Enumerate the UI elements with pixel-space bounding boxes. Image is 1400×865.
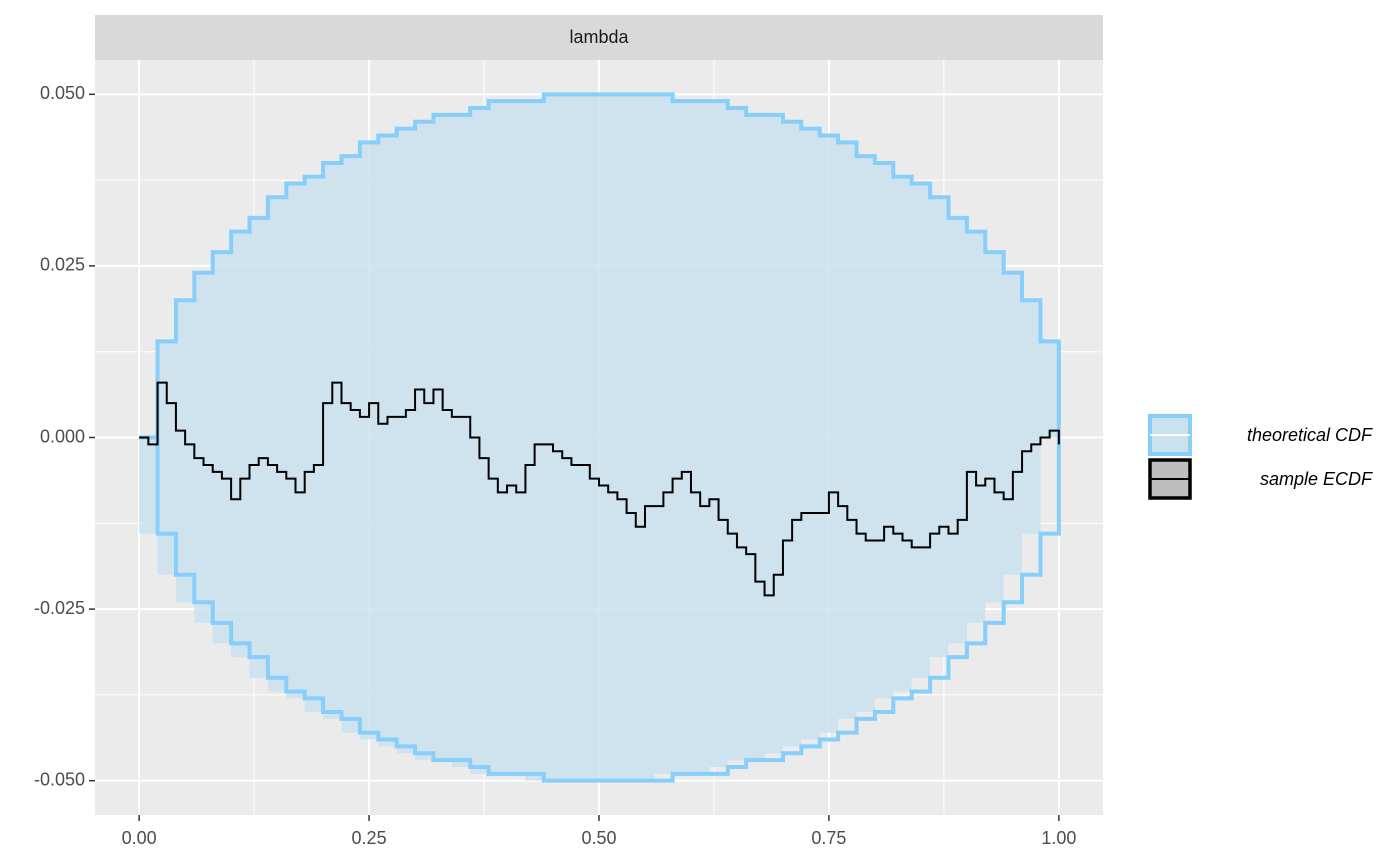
legend-label: theoretical CDF xyxy=(1247,425,1373,445)
y-tick-label: 0.000 xyxy=(40,426,85,446)
legend-label: sample ECDF xyxy=(1260,469,1373,489)
band-upper xyxy=(139,92,1061,440)
facet-label: lambda xyxy=(569,27,629,47)
x-tick-label: 1.00 xyxy=(1041,828,1076,848)
y-tick-label: -0.050 xyxy=(34,769,85,789)
x-tick-label: 0.00 xyxy=(122,828,157,848)
x-tick-label: 0.50 xyxy=(581,828,616,848)
legend: theoretical CDF sample ECDF xyxy=(1148,414,1373,500)
band-lower xyxy=(139,435,1061,783)
x-tick-label: 0.75 xyxy=(811,828,846,848)
y-tick-label: -0.025 xyxy=(34,598,85,618)
band-fill xyxy=(139,94,1059,781)
ecdf-line xyxy=(139,381,1060,597)
y-tick-label: 0.025 xyxy=(40,255,85,275)
x-tick-label: 0.25 xyxy=(352,828,387,848)
y-tick-label: 0.050 xyxy=(40,83,85,103)
facet-strip xyxy=(95,15,1103,60)
